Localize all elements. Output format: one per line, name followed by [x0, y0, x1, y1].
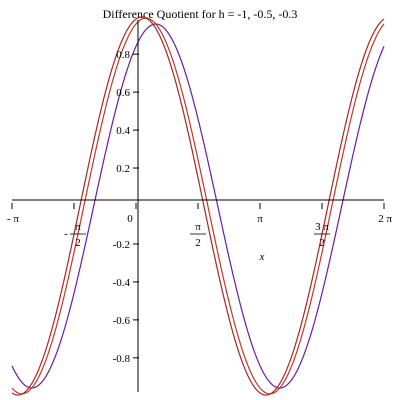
y-tick-label: 0.2 — [116, 163, 130, 175]
x-tick-label-denominator: 2 — [75, 237, 81, 249]
x-tick-label-numerator: π — [75, 221, 81, 233]
x-tick-label-numerator: π — [195, 221, 201, 233]
y-tick-label: 0.4 — [116, 125, 130, 137]
y-tick-label: -0.4 — [113, 277, 131, 289]
x-tick-label-denominator: 2 — [195, 237, 201, 249]
series-line-1 — [11, 23, 385, 389]
x-tick-label: 2 π — [378, 213, 392, 225]
chart-title: Difference Quotient for h = -1, -0.5, -0… — [103, 7, 298, 21]
x-tick-label-denominator: 2 — [319, 237, 325, 249]
y-ticks: 0.8 0.6 0.4 0.2 -0.2 -0.4 -0.6 -0.8 — [113, 49, 139, 365]
y-tick-label: -0.2 — [113, 239, 130, 251]
y-tick-label: 0.8 — [116, 49, 130, 61]
y-tick-label: -0.6 — [113, 315, 131, 327]
x-tick-label: π — [257, 213, 263, 225]
y-tick-label: 0.6 — [116, 87, 130, 99]
x-tick-label: - π — [7, 213, 19, 225]
x-axis-label: x — [259, 251, 265, 263]
x-tick-label-numerator: 3 π — [315, 221, 329, 233]
x-tick-label: 0 — [127, 213, 133, 225]
series-line-2 — [11, 17, 385, 395]
y-tick-label: -0.8 — [113, 353, 131, 365]
x-tick-label-sign: - — [64, 228, 68, 240]
